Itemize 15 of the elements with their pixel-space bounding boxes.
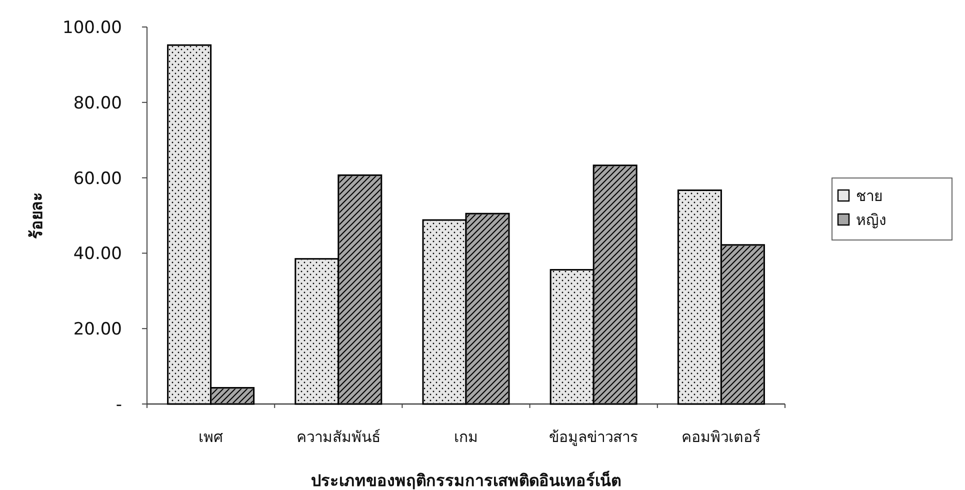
x-tick-label: เพศ	[198, 428, 224, 446]
legend-label: ชาย	[856, 187, 883, 205]
y-tick-label: 40.00	[73, 244, 122, 264]
x-tick-label: ความสัมพันธ์	[296, 428, 380, 446]
x-tick-label: เกม	[454, 428, 478, 446]
x-tick-label: ข้อมูลข่าวสาร	[549, 428, 638, 446]
y-tick-label: 100.00	[62, 18, 122, 38]
y-tick-label: 20.00	[73, 320, 122, 340]
y-tick-label: -	[116, 395, 122, 415]
legend-label: หญิง	[856, 211, 886, 229]
y-tick-label: 80.00	[73, 93, 122, 114]
y-tick-label: 60.00	[73, 168, 122, 189]
y-axis-title: ร้อยละ	[27, 192, 46, 239]
x-axis-title: ประเภทของพฤติกรรมการเสพติดอินเทอร์เน็ต	[311, 469, 621, 490]
x-tick-label: คอมพิวเตอร์	[682, 428, 761, 446]
